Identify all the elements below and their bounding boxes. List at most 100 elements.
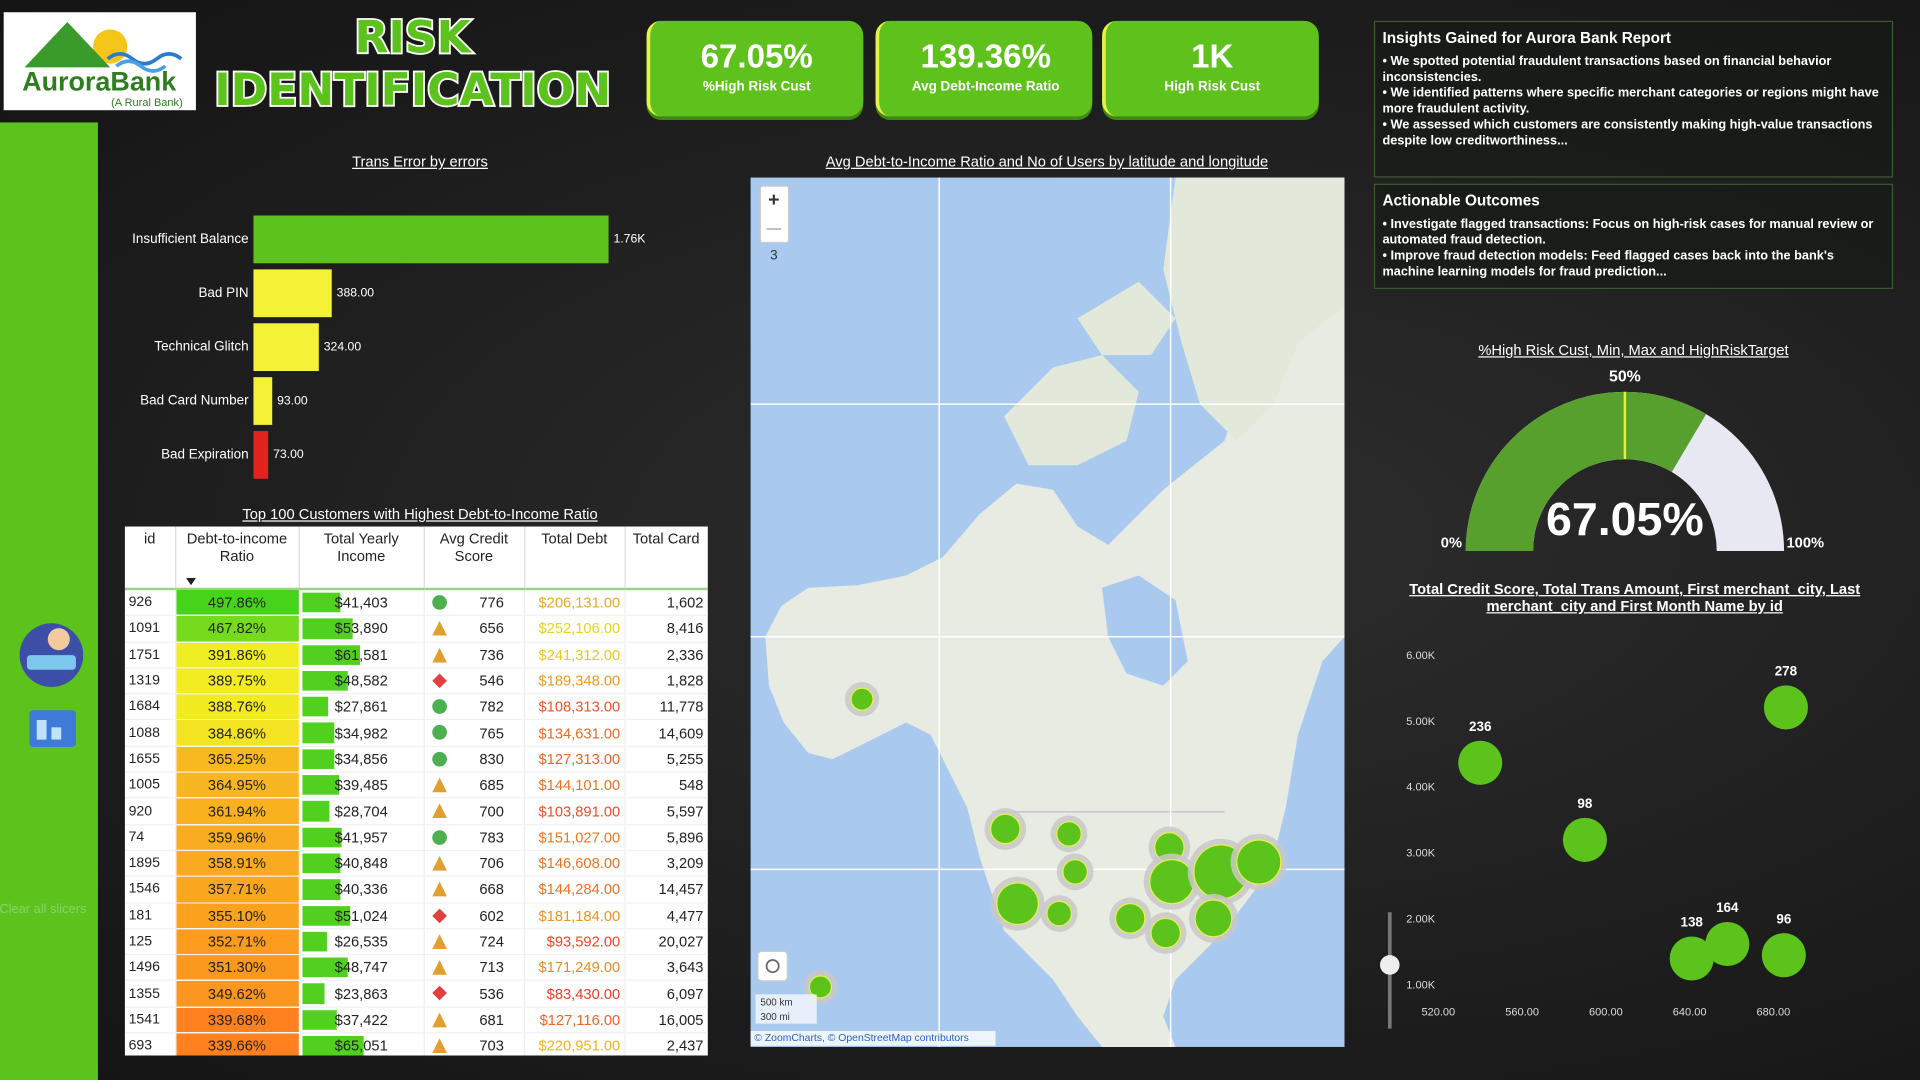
bar[interactable] — [253, 431, 269, 479]
table-row[interactable]: 125 352.71% $26,535 724 $93,592.00 20,027 — [124, 928, 708, 956]
table-row[interactable]: 1546 357.71% $40,336 668 $144,284.00 14,457 — [124, 876, 708, 904]
bar[interactable] — [253, 377, 273, 425]
scatter-point[interactable] — [1761, 933, 1806, 978]
table-row[interactable]: 74 359.96% $41,957 783 $151,027.00 5,896 — [124, 824, 708, 851]
table-row[interactable]: 1895 358.91% $40,848 706 $146,608.00 3,209 — [124, 850, 708, 878]
cell-id: 926 — [124, 588, 176, 617]
cell-id: 74 — [124, 824, 176, 851]
score-text: 830 — [479, 750, 504, 768]
insight-item: • We assessed which customers are consis… — [1382, 118, 1873, 149]
scatter-point[interactable] — [1705, 921, 1750, 967]
cell-id: 693 — [124, 1032, 176, 1056]
cell-ratio: 467.82% — [175, 615, 300, 643]
table-row[interactable]: 1088 384.86% $34,982 765 $134,631.00 14,609 — [124, 719, 708, 747]
table-row[interactable]: 1655 365.25% $34,856 830 $127,313.00 5,255 — [124, 746, 708, 773]
outcomes-list: • Investigate flagged transactions: Focu… — [1382, 217, 1884, 281]
cell-score: 700 — [423, 798, 525, 825]
point-label: 236 — [1469, 719, 1491, 734]
cell-score: 724 — [423, 928, 525, 956]
clear-slicers[interactable]: Clear all slicers — [0, 901, 86, 916]
table-row[interactable]: 1005 364.95% $39,485 685 $144,101.00 548 — [124, 772, 708, 799]
x-tick-label: 560.00 — [1505, 1007, 1539, 1019]
income-text: $37,422 — [334, 1011, 388, 1029]
bar[interactable] — [253, 215, 609, 264]
slider-handle[interactable] — [1380, 955, 1400, 975]
cell-income: $28,704 — [298, 798, 425, 825]
table-row[interactable]: 1319 389.75% $48,582 546 $189,348.00 1,828 — [124, 667, 708, 695]
point-label: 278 — [1775, 663, 1798, 678]
column-header[interactable]: Total Card — [624, 526, 708, 591]
column-header[interactable]: Debt-to-income Ratio — [175, 526, 300, 591]
bar[interactable] — [253, 269, 332, 318]
cell-ratio: 497.86% — [175, 588, 300, 617]
kpi-card: 67.05% %High Risk Cust — [646, 20, 864, 117]
income-bar — [301, 723, 335, 743]
zoom-in[interactable]: + — [768, 189, 779, 211]
cell-card: 14,609 — [624, 719, 708, 747]
reset-view[interactable] — [757, 950, 788, 982]
cell-card: 11,778 — [624, 693, 708, 721]
table-row[interactable]: 181 355.10% $51,024 602 $181,184.00 4,477 — [124, 902, 708, 930]
map-bubble — [1194, 899, 1233, 938]
cell-card: 2,437 — [624, 1032, 708, 1056]
cell-ratio: 391.86% — [175, 641, 300, 669]
nav-icon-bar — [51, 727, 62, 740]
cell-score: 703 — [423, 1032, 525, 1056]
column-header[interactable]: id — [124, 526, 176, 591]
logo-wave — [106, 52, 183, 66]
table-row[interactable]: 1496 351.30% $48,747 713 $171,249.00 3,643 — [124, 954, 708, 982]
score-text: 765 — [479, 724, 504, 742]
table-row[interactable]: 1541 339.68% $37,422 681 $127,116.00 16,005 — [124, 1006, 708, 1034]
customer-table: id Debt-to-income Ratio Total Yearly Incom… — [124, 526, 708, 1056]
reset-icon — [765, 959, 780, 974]
table-row[interactable]: 1091 467.82% $53,890 656 $252,106.00 8,416 — [124, 615, 708, 643]
x-tick-label: 520.00 — [1421, 1007, 1455, 1019]
column-header[interactable]: Avg Credit Score — [423, 526, 525, 591]
cell-card: 20,027 — [624, 928, 708, 956]
kpi-label: High Risk Cust — [1164, 79, 1261, 95]
score-icon — [431, 621, 447, 636]
icon-diamond — [431, 986, 447, 1001]
cell-income: $53,890 — [298, 615, 425, 643]
cell-id: 1319 — [124, 667, 176, 695]
cell-income: $23,863 — [298, 980, 425, 1008]
table-row[interactable]: 1355 349.62% $23,863 536 $83,430.00 6,097 — [124, 980, 708, 1008]
income-bar — [301, 1009, 338, 1030]
y-tick-label: 3.00K — [1406, 848, 1435, 860]
table-row[interactable]: 926 497.86% $41,403 776 $206,131.00 1,602 — [124, 588, 708, 617]
income-text: $65,051 — [334, 1037, 388, 1055]
table-row[interactable]: 1684 388.76% $27,861 782 $108,313.00 11,778 — [124, 693, 708, 721]
outcome-item: • Improve fraud detection models: Feed f… — [1382, 249, 1834, 280]
map-attribution: © ZoomCharts, © OpenStreetMap contributo… — [754, 1033, 969, 1044]
kpi-value: 1K — [1191, 37, 1234, 75]
score-text: 700 — [479, 802, 504, 820]
cell-debt: $220,951.00 — [524, 1032, 626, 1056]
column-header[interactable]: Total Yearly Income — [298, 526, 425, 591]
cell-id: 1355 — [124, 980, 176, 1008]
column-header[interactable]: Total Debt — [524, 526, 626, 591]
x-tick-label: 680.00 — [1757, 1007, 1791, 1019]
income-text: $28,704 — [334, 802, 388, 820]
cell-score: 706 — [423, 850, 525, 878]
score-text: 713 — [479, 959, 504, 977]
map-land — [1163, 177, 1345, 441]
bar[interactable] — [253, 323, 319, 372]
kpi-card: 1K High Risk Cust — [1102, 20, 1319, 117]
income-text: $40,848 — [334, 854, 388, 872]
map-bubble — [996, 882, 1039, 926]
table-row[interactable]: 920 361.94% $28,704 700 $103,891.00 5,597 — [124, 798, 708, 825]
scatter-point[interactable] — [1669, 936, 1714, 981]
income-bar — [301, 644, 360, 665]
table-row[interactable]: 1751 391.86% $61,581 736 $241,312.00 2,336 — [124, 641, 708, 669]
cell-id: 1541 — [124, 1006, 176, 1034]
table-row[interactable]: 693 339.66% $65,051 703 $220,951.00 2,437 — [124, 1032, 708, 1056]
scatter-point[interactable] — [1763, 685, 1808, 730]
scatter-point[interactable] — [1562, 817, 1607, 862]
score-text: 685 — [479, 776, 504, 794]
scatter-point[interactable] — [1458, 740, 1503, 785]
cell-debt: $181,184.00 — [524, 902, 626, 930]
gauge-value[interactable] — [1465, 391, 1707, 552]
cell-debt: $93,592.00 — [524, 928, 626, 956]
cell-income: $41,957 — [298, 824, 425, 851]
